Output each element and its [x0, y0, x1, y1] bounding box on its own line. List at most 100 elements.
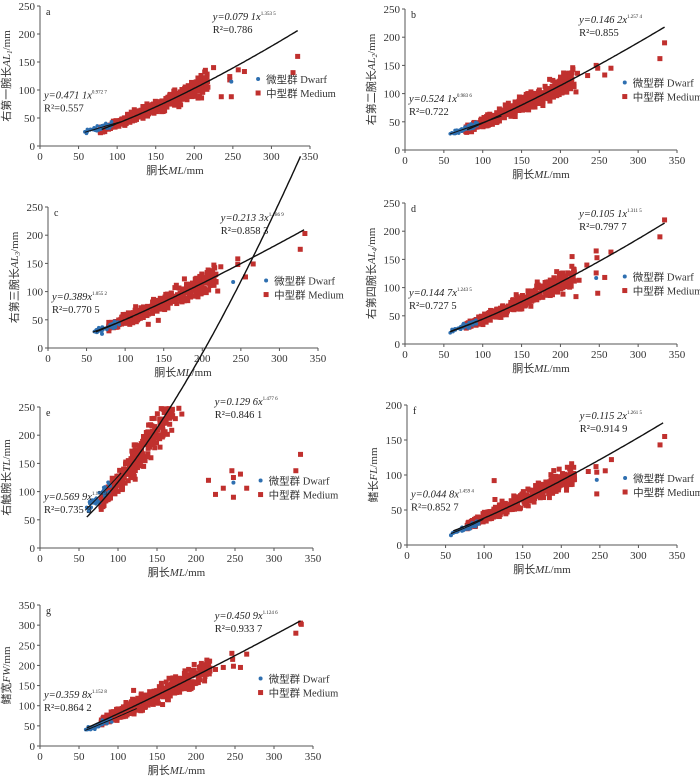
medium-point [483, 518, 489, 524]
medium-point [152, 698, 158, 704]
medium-point [297, 246, 303, 252]
medium-point [195, 675, 201, 681]
medium-point [476, 514, 482, 520]
medium-point [199, 671, 205, 677]
medium-point [181, 286, 187, 292]
medium-point [131, 687, 137, 693]
medium-point [163, 303, 169, 309]
medium-point [479, 123, 485, 129]
medium-point [172, 681, 178, 687]
y-label-var: AL [366, 57, 378, 71]
medium-point [106, 328, 112, 334]
x-tick-label: 150 [513, 349, 530, 361]
medium-point [484, 117, 490, 123]
dwarf-point [96, 500, 101, 504]
x-tick-label: 300 [630, 155, 647, 167]
medium-point [522, 501, 528, 507]
x-tick-label: 150 [514, 550, 531, 562]
y-tick-label: 250 [19, 1, 36, 13]
medium-point [143, 693, 149, 699]
medium-point [553, 473, 559, 479]
dwarf-point [231, 480, 236, 485]
medium-point [128, 458, 134, 464]
medium-point [508, 113, 514, 119]
medium-point [151, 415, 157, 421]
medium-point [509, 506, 515, 512]
medium-point [569, 461, 575, 467]
y-axis-label: 右第一腕长AL1/mm [0, 30, 14, 122]
medium-point [298, 451, 304, 457]
r-squared-text: R²=0.855 [579, 28, 619, 39]
medium-point [193, 79, 199, 85]
medium-point [132, 704, 138, 710]
y-label-sub: 4 [371, 247, 379, 251]
medium-point [569, 479, 575, 485]
medium-point [118, 473, 124, 479]
medium-point [155, 695, 161, 701]
medium-point [228, 94, 234, 100]
medium-point [159, 423, 165, 429]
equation-text: y=0.129 6x1.477 6 [214, 397, 278, 408]
medium-point [113, 123, 119, 129]
medium-point [128, 471, 134, 477]
medium-point [141, 304, 147, 310]
equation-formula: y=0.524 1x [408, 94, 457, 105]
medium-point [158, 680, 164, 686]
y-tick-label: 150 [384, 254, 401, 266]
medium-point [168, 101, 174, 107]
y-tick-label: 250 [384, 198, 401, 210]
y-label-var: AL [9, 255, 21, 269]
medium-point [132, 316, 138, 322]
medium-point [237, 471, 243, 477]
medium-point [542, 284, 548, 290]
equation-formula: y=0.213 3x [220, 213, 269, 224]
medium-point [158, 684, 164, 690]
medium-point [155, 427, 161, 433]
medium-point [203, 662, 209, 668]
equation-formula: y=0.079 1x [212, 12, 261, 23]
medium-point [568, 86, 574, 92]
equation-text: y=0.144 7x1.243 5 [408, 288, 472, 299]
medium-point [185, 298, 191, 304]
medium-point [211, 282, 217, 288]
medium-point [496, 106, 502, 112]
medium-point [565, 270, 571, 276]
legend-medium-marker [622, 489, 628, 495]
medium-point [138, 308, 144, 314]
medium-point [517, 505, 523, 511]
medium-point [118, 712, 124, 718]
medium-point [567, 76, 573, 82]
medium-point [151, 101, 157, 107]
medium-point [163, 692, 169, 698]
equation-formula: y=0.105 1x [578, 209, 627, 220]
y-label-cn: 右第三腕长 [7, 268, 21, 323]
medium-point [494, 111, 500, 117]
medium-point [163, 679, 169, 685]
equation-exponent: 1.261 5 [627, 411, 643, 416]
medium-point [130, 696, 136, 702]
dwarf-fit-line [84, 708, 137, 731]
dwarf-point [473, 120, 478, 125]
medium-point [540, 294, 546, 300]
medium-point [168, 290, 174, 296]
x-tick-label: 350 [305, 553, 322, 565]
y-tick-label: 0 [38, 343, 44, 355]
medium-point [235, 256, 241, 262]
medium-point [480, 322, 486, 328]
medium-point [145, 702, 151, 708]
medium-point [170, 675, 176, 681]
dwarf-point [448, 533, 453, 538]
medium-point [202, 69, 208, 75]
medium-point [135, 707, 141, 713]
dwarf-point [94, 128, 99, 133]
medium-point [117, 467, 123, 473]
medium-point [178, 684, 184, 690]
medium-point [250, 261, 256, 267]
medium-point [125, 701, 131, 707]
dwarf-equation: y=0.569 9x1.173 9 R²=0.735 3 [43, 492, 107, 516]
medium-point [142, 310, 148, 316]
medium-point [168, 412, 174, 418]
dwarf-point [229, 79, 234, 84]
medium-point [201, 276, 207, 282]
